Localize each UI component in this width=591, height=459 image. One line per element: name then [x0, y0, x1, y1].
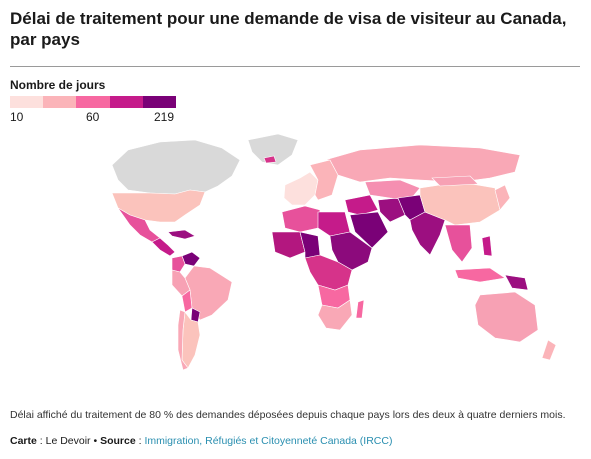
region-saudi-arabia[interactable]: [349, 211, 389, 249]
map-credit-value: : Le Devoir •: [36, 435, 101, 447]
region-papua[interactable]: [504, 274, 529, 291]
region-caribbean[interactable]: [167, 229, 196, 240]
legend-mid-label: 60: [86, 110, 100, 124]
region-southeast-asia[interactable]: [444, 224, 473, 263]
region-central-america[interactable]: [151, 237, 176, 257]
legend-swatch: [142, 96, 177, 108]
region-mongolia[interactable]: [431, 175, 479, 187]
legend-title: Nombre de jours: [10, 78, 106, 92]
region-indonesia[interactable]: [454, 267, 506, 283]
region-middle-east[interactable]: [344, 194, 379, 216]
legend-min-label: 10: [10, 110, 24, 124]
region-greenland[interactable]: [247, 133, 299, 166]
world-choropleth-map[interactable]: [0, 130, 591, 400]
region-japan-korea[interactable]: [494, 184, 511, 211]
region-new-zealand[interactable]: [541, 339, 557, 361]
region-canada[interactable]: [111, 139, 241, 195]
region-north-africa[interactable]: [281, 205, 321, 233]
region-india[interactable]: [409, 211, 446, 256]
region-chile[interactable]: [177, 309, 189, 371]
region-sudan-horn[interactable]: [329, 231, 373, 271]
source-separator: :: [135, 435, 145, 447]
source-link[interactable]: Immigration, Réfugiés et Citoyenneté Can…: [144, 435, 393, 447]
region-europe-west[interactable]: [283, 171, 319, 206]
legend-swatch: [10, 96, 44, 108]
legend-swatch: [76, 96, 110, 108]
map-credit-label: Carte: [10, 435, 37, 447]
legend-color-scale: [10, 96, 177, 108]
region-southern-africa[interactable]: [317, 299, 353, 331]
page-title: Délai de traitement pour une demande de …: [10, 9, 567, 49]
region-china[interactable]: [419, 181, 501, 226]
region-madagascar[interactable]: [355, 299, 365, 319]
region-libya-egypt[interactable]: [317, 211, 351, 237]
region-nigeria[interactable]: [299, 231, 321, 259]
legend-swatch: [43, 96, 77, 108]
legend-max-label: 219: [154, 110, 175, 124]
region-philippines[interactable]: [481, 235, 493, 257]
region-australia[interactable]: [474, 291, 539, 343]
region-russia[interactable]: [324, 144, 521, 183]
footnote: Délai affiché du traitement de 80 % des …: [10, 409, 566, 421]
source-label: Source: [100, 435, 136, 447]
region-iceland[interactable]: [263, 155, 277, 164]
credit-line: Carte : Le Devoir • Source : Immigration…: [10, 435, 392, 447]
title-divider: [10, 66, 580, 67]
legend-swatch: [109, 96, 143, 108]
region-west-africa[interactable]: [271, 231, 306, 259]
region-colombia[interactable]: [171, 255, 186, 273]
